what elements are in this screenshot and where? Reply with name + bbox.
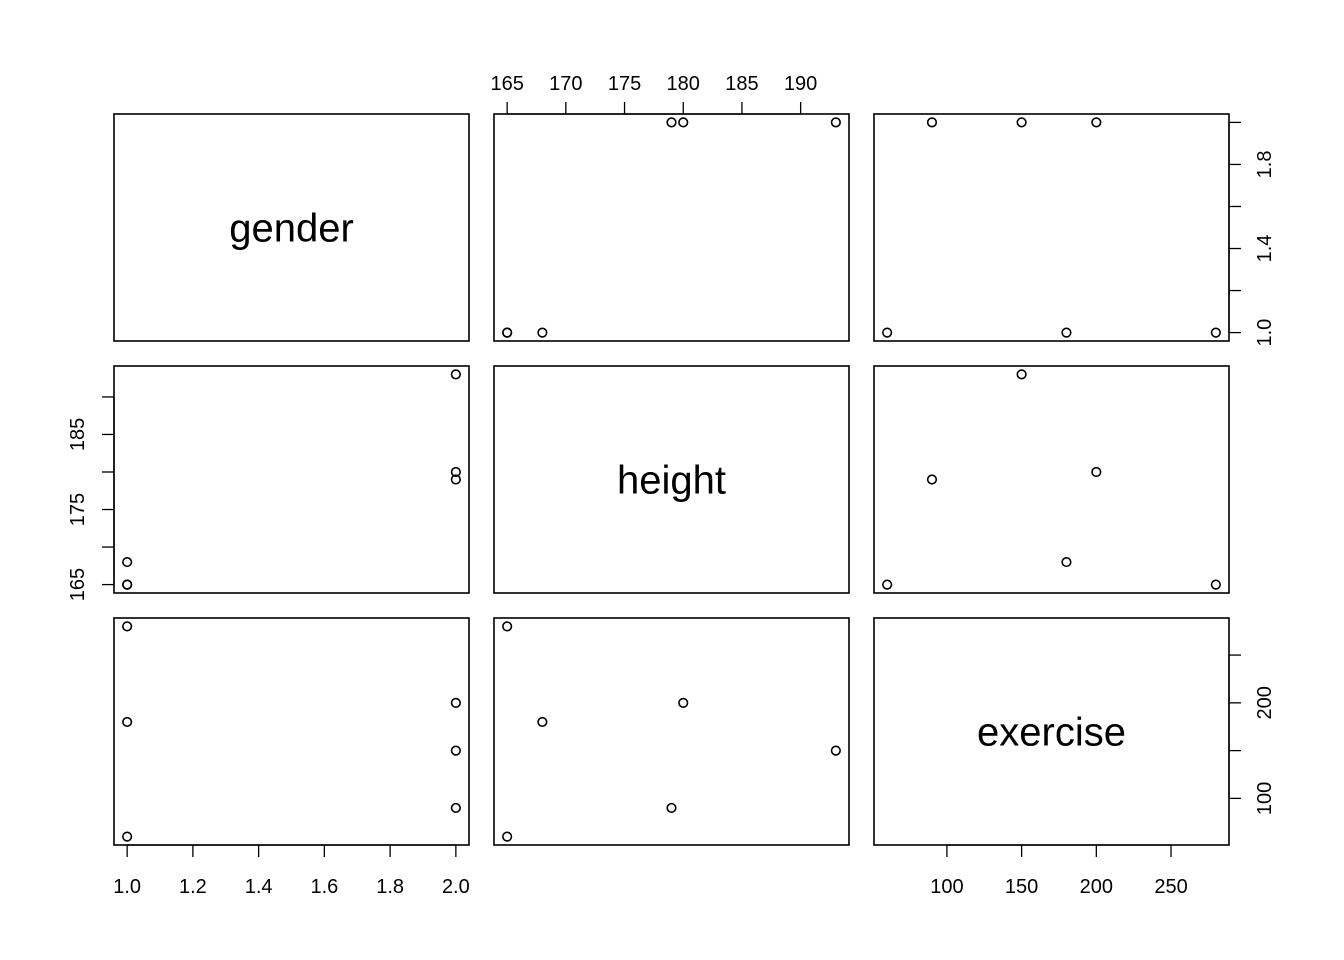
- panel-gender-vs-gender: gender: [113, 113, 470, 342]
- panel-height-vs-gender: [113, 365, 470, 594]
- tick-label: 100: [1254, 782, 1276, 815]
- tick-label: 185: [725, 73, 758, 95]
- panel-frame: [113, 365, 470, 594]
- data-point: [926, 117, 938, 128]
- panel-gender-vs-height: [493, 113, 850, 342]
- data-point: [122, 716, 133, 728]
- panel-frame: [493, 365, 850, 594]
- panel-frame: [113, 113, 470, 342]
- variable-label-exercise: exercise: [977, 711, 1126, 755]
- exercise-axis-right: 100 200: [1228, 654, 1276, 815]
- data-point: [450, 466, 461, 478]
- tick-label: 1.2: [179, 876, 207, 898]
- panel-gender-vs-exercise: [873, 113, 1230, 342]
- exercise-axis-bottom: 100 150 200 250: [930, 844, 1188, 898]
- data-point: [450, 697, 461, 708]
- data-point: [678, 697, 689, 708]
- data-point: [830, 117, 841, 128]
- tick-label: 200: [1254, 686, 1276, 719]
- data-point: [450, 802, 461, 814]
- data-point: [882, 327, 893, 338]
- data-point: [502, 327, 513, 338]
- data-point: [1016, 117, 1027, 128]
- tick-label: 175: [67, 493, 89, 526]
- tick-label: 2.0: [442, 876, 470, 898]
- tick-label: 165: [67, 568, 89, 601]
- data-point: [666, 802, 677, 814]
- tick-label: 170: [549, 73, 582, 95]
- data-point: [502, 831, 513, 842]
- panel-height-vs-height: height: [493, 365, 850, 594]
- data-point: [1210, 579, 1221, 590]
- data-point: [122, 579, 133, 590]
- panel-frame: [493, 113, 850, 342]
- data-point: [122, 556, 133, 568]
- tick-label: 100: [930, 876, 963, 898]
- data-point: [830, 745, 841, 756]
- data-point: [1061, 556, 1072, 568]
- data-point: [882, 579, 893, 590]
- tick-label: 1.0: [113, 876, 141, 898]
- tick-label: 190: [784, 73, 817, 95]
- data-point: [537, 716, 548, 728]
- tick-label: 180: [667, 73, 700, 95]
- panel-exercise-vs-exercise: exercise: [873, 617, 1230, 846]
- variable-label-gender: gender: [229, 207, 354, 251]
- tick-label: 1.0: [1254, 319, 1276, 347]
- height-axis-left: 165 175 185: [67, 396, 115, 601]
- data-point: [1091, 466, 1102, 478]
- panel-frame: [493, 617, 850, 846]
- tick-label: 165: [490, 73, 523, 95]
- panel-exercise-vs-gender: [113, 617, 470, 846]
- gender-axis-right: 1.0 1.4 1.8: [1228, 121, 1276, 347]
- tick-label: 1.4: [1254, 235, 1276, 263]
- tick-label: 150: [1005, 876, 1038, 898]
- data-point: [1091, 117, 1102, 128]
- panel-exercise-vs-height: [493, 617, 850, 846]
- variable-label-height: height: [617, 459, 726, 503]
- data-point: [122, 621, 133, 632]
- gender-axis-bottom: 1.0 1.2 1.4 1.6 1.8 2.0: [113, 844, 470, 898]
- data-point: [450, 474, 461, 485]
- tick-label: 1.8: [376, 876, 404, 898]
- data-point: [1016, 369, 1027, 380]
- data-point: [1061, 327, 1072, 338]
- panel-height-vs-exercise: [873, 365, 1230, 594]
- data-point: [450, 369, 461, 380]
- tick-label: 185: [67, 418, 89, 451]
- plot-layer: gender height exercise 1.0 1.2 1.4 1.6 1.8 2.0 10…: [67, 73, 1276, 898]
- panel-frame: [113, 617, 470, 846]
- tick-label: 250: [1154, 876, 1187, 898]
- data-point: [678, 117, 689, 128]
- height-axis-top: 165 170 175 180 185 190: [490, 73, 817, 115]
- data-point: [926, 474, 938, 485]
- tick-label: 1.6: [310, 876, 338, 898]
- tick-label: 1.4: [245, 876, 273, 898]
- data-point: [1210, 327, 1221, 338]
- data-point: [537, 327, 548, 338]
- panel-frame: [873, 365, 1230, 594]
- tick-label: 175: [608, 73, 641, 95]
- tick-label: 200: [1080, 876, 1113, 898]
- tick-label: 1.8: [1254, 151, 1276, 179]
- data-point: [450, 745, 461, 756]
- panel-frame: [873, 113, 1230, 342]
- data-point: [502, 621, 513, 632]
- data-point: [666, 117, 677, 128]
- data-point: [122, 831, 133, 842]
